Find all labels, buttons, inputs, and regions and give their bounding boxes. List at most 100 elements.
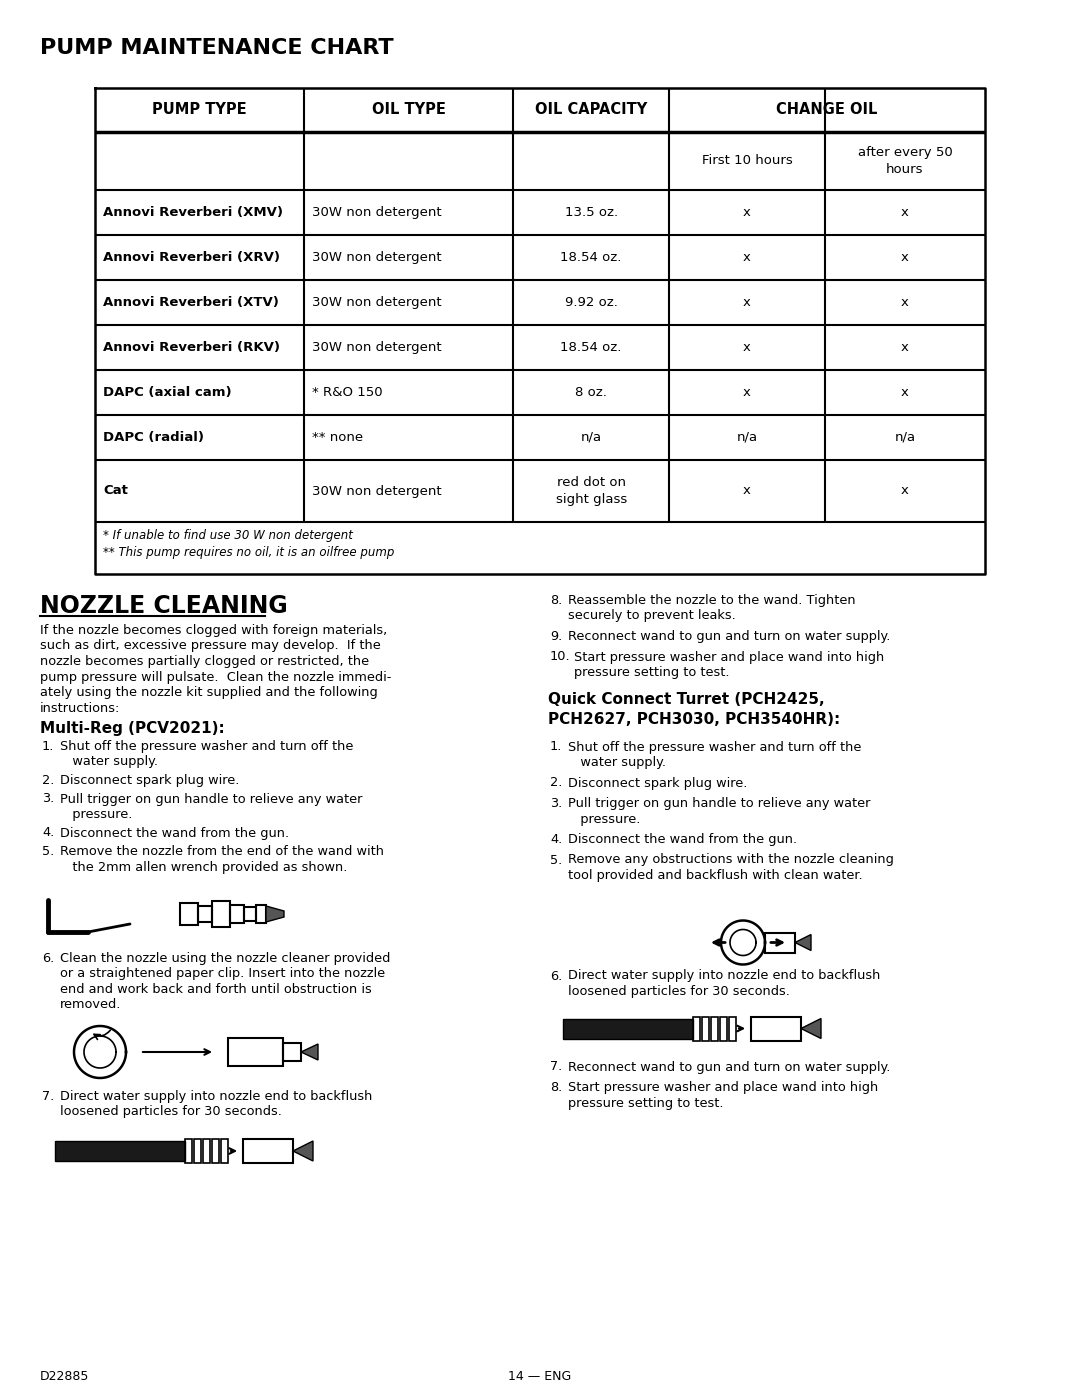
Text: DAPC (radial): DAPC (radial)	[103, 432, 204, 444]
Text: n/a: n/a	[894, 432, 916, 444]
Text: 5.: 5.	[42, 845, 54, 858]
Text: 3.: 3.	[42, 792, 54, 806]
Text: 4.: 4.	[550, 833, 563, 847]
Bar	[203, 1139, 210, 1162]
Text: Disconnect the wand from the gun.: Disconnect the wand from the gun.	[568, 833, 797, 847]
Text: 6.: 6.	[550, 970, 563, 982]
Bar	[243, 1139, 293, 1162]
Text: 30W non detergent: 30W non detergent	[312, 296, 442, 309]
Text: Direct water supply into nozzle end to backflush: Direct water supply into nozzle end to b…	[568, 970, 880, 982]
Bar	[185, 1139, 192, 1162]
Text: end and work back and forth until obstruction is: end and work back and forth until obstru…	[60, 983, 372, 996]
Text: 2.: 2.	[42, 774, 54, 787]
Text: Annovi Reverberi (XTV): Annovi Reverberi (XTV)	[103, 296, 279, 309]
Text: 14 — ENG: 14 — ENG	[509, 1370, 571, 1383]
Text: 10.: 10.	[550, 651, 570, 664]
Text: Disconnect spark plug wire.: Disconnect spark plug wire.	[568, 777, 747, 789]
Bar	[283, 1044, 301, 1060]
Text: n/a: n/a	[581, 432, 602, 444]
Bar	[693, 1017, 700, 1041]
Text: x: x	[743, 386, 751, 400]
Text: tool provided and backflush with clean water.: tool provided and backflush with clean w…	[568, 869, 863, 882]
Bar	[198, 907, 212, 922]
Text: 18.54 oz.: 18.54 oz.	[561, 251, 622, 264]
Text: 30W non detergent: 30W non detergent	[312, 485, 442, 497]
Polygon shape	[795, 935, 811, 950]
Text: 13.5 oz.: 13.5 oz.	[565, 205, 618, 219]
Text: pressure setting to test.: pressure setting to test.	[568, 1097, 724, 1109]
Text: If the nozzle becomes clogged with foreign materials,: If the nozzle becomes clogged with forei…	[40, 624, 388, 637]
Text: First 10 hours: First 10 hours	[702, 155, 793, 168]
Text: red dot on
sight glass: red dot on sight glass	[555, 476, 626, 506]
Text: x: x	[901, 386, 909, 400]
Text: Annovi Reverberi (XRV): Annovi Reverberi (XRV)	[103, 251, 280, 264]
Text: ** This pump requires no oil, it is an oilfree pump: ** This pump requires no oil, it is an o…	[103, 546, 394, 559]
Text: 18.54 oz.: 18.54 oz.	[561, 341, 622, 353]
Text: after every 50
hours: after every 50 hours	[858, 147, 953, 176]
Text: Start pressure washer and place wand into high: Start pressure washer and place wand int…	[573, 651, 885, 664]
Text: 8.: 8.	[550, 594, 563, 608]
Text: such as dirt, excessive pressure may develop.  If the: such as dirt, excessive pressure may dev…	[40, 640, 381, 652]
Bar	[180, 902, 198, 925]
Text: ately using the nozzle kit supplied and the following: ately using the nozzle kit supplied and …	[40, 686, 378, 698]
Text: x: x	[743, 485, 751, 497]
Text: x: x	[743, 341, 751, 353]
Bar	[230, 905, 244, 923]
Text: Remove any obstructions with the nozzle cleaning: Remove any obstructions with the nozzle …	[568, 854, 894, 866]
Bar	[228, 1038, 283, 1066]
Text: Shut off the pressure washer and turn off the: Shut off the pressure washer and turn of…	[568, 740, 862, 753]
Text: Disconnect the wand from the gun.: Disconnect the wand from the gun.	[60, 827, 289, 840]
Bar	[702, 1017, 708, 1041]
Text: NOZZLE CLEANING: NOZZLE CLEANING	[40, 594, 287, 617]
Text: 4.: 4.	[42, 827, 54, 840]
Text: ** none: ** none	[312, 432, 363, 444]
Text: nozzle becomes partially clogged or restricted, the: nozzle becomes partially clogged or rest…	[40, 655, 369, 668]
Text: x: x	[901, 341, 909, 353]
Text: 2.: 2.	[550, 777, 563, 789]
Text: pump pressure will pulsate.  Clean the nozzle immedi-: pump pressure will pulsate. Clean the no…	[40, 671, 391, 683]
Text: pressure.: pressure.	[568, 813, 640, 826]
Text: Clean the nozzle using the nozzle cleaner provided: Clean the nozzle using the nozzle cleane…	[60, 951, 390, 965]
Text: 30W non detergent: 30W non detergent	[312, 341, 442, 353]
Bar	[194, 1139, 201, 1162]
Text: 9.92 oz.: 9.92 oz.	[565, 296, 618, 309]
Text: pressure setting to test.: pressure setting to test.	[573, 666, 729, 679]
Text: x: x	[901, 296, 909, 309]
Text: or a straightened paper clip. Insert into the nozzle: or a straightened paper clip. Insert int…	[60, 968, 386, 981]
Text: 30W non detergent: 30W non detergent	[312, 251, 442, 264]
Text: Annovi Reverberi (XMV): Annovi Reverberi (XMV)	[103, 205, 283, 219]
Text: Start pressure washer and place wand into high: Start pressure washer and place wand int…	[568, 1081, 878, 1094]
Text: PUMP TYPE: PUMP TYPE	[152, 102, 247, 117]
Text: Annovi Reverberi (RKV): Annovi Reverberi (RKV)	[103, 341, 280, 353]
Text: Reassemble the nozzle to the wand. Tighten: Reassemble the nozzle to the wand. Tight…	[568, 594, 855, 608]
Text: Reconnect wand to gun and turn on water supply.: Reconnect wand to gun and turn on water …	[568, 630, 890, 643]
Bar	[765, 933, 795, 953]
Text: PUMP MAINTENANCE CHART: PUMP MAINTENANCE CHART	[40, 38, 393, 59]
Text: OIL TYPE: OIL TYPE	[372, 102, 446, 117]
Polygon shape	[293, 1141, 313, 1161]
Text: DAPC (axial cam): DAPC (axial cam)	[103, 386, 231, 400]
Text: 1.: 1.	[42, 740, 54, 753]
Bar	[212, 1139, 219, 1162]
Bar	[563, 1018, 693, 1038]
Text: CHANGE OIL: CHANGE OIL	[777, 102, 878, 117]
Text: Pull trigger on gun handle to relieve any water: Pull trigger on gun handle to relieve an…	[568, 798, 870, 810]
Text: water supply.: water supply.	[568, 756, 666, 768]
Bar	[221, 1139, 228, 1162]
Text: x: x	[743, 296, 751, 309]
Text: * R&O 150: * R&O 150	[312, 386, 382, 400]
Text: 7.: 7.	[42, 1090, 54, 1104]
Polygon shape	[801, 1018, 821, 1038]
Text: Cat: Cat	[103, 485, 127, 497]
Text: Shut off the pressure washer and turn off the: Shut off the pressure washer and turn of…	[60, 740, 353, 753]
Bar	[212, 901, 230, 928]
Polygon shape	[301, 1044, 318, 1060]
Text: Pull trigger on gun handle to relieve any water: Pull trigger on gun handle to relieve an…	[60, 792, 363, 806]
Text: x: x	[901, 485, 909, 497]
Polygon shape	[266, 907, 284, 922]
Text: n/a: n/a	[737, 432, 757, 444]
Text: D22885: D22885	[40, 1370, 90, 1383]
Text: removed.: removed.	[60, 999, 121, 1011]
Text: loosened particles for 30 seconds.: loosened particles for 30 seconds.	[568, 985, 789, 997]
Text: 3.: 3.	[550, 798, 563, 810]
